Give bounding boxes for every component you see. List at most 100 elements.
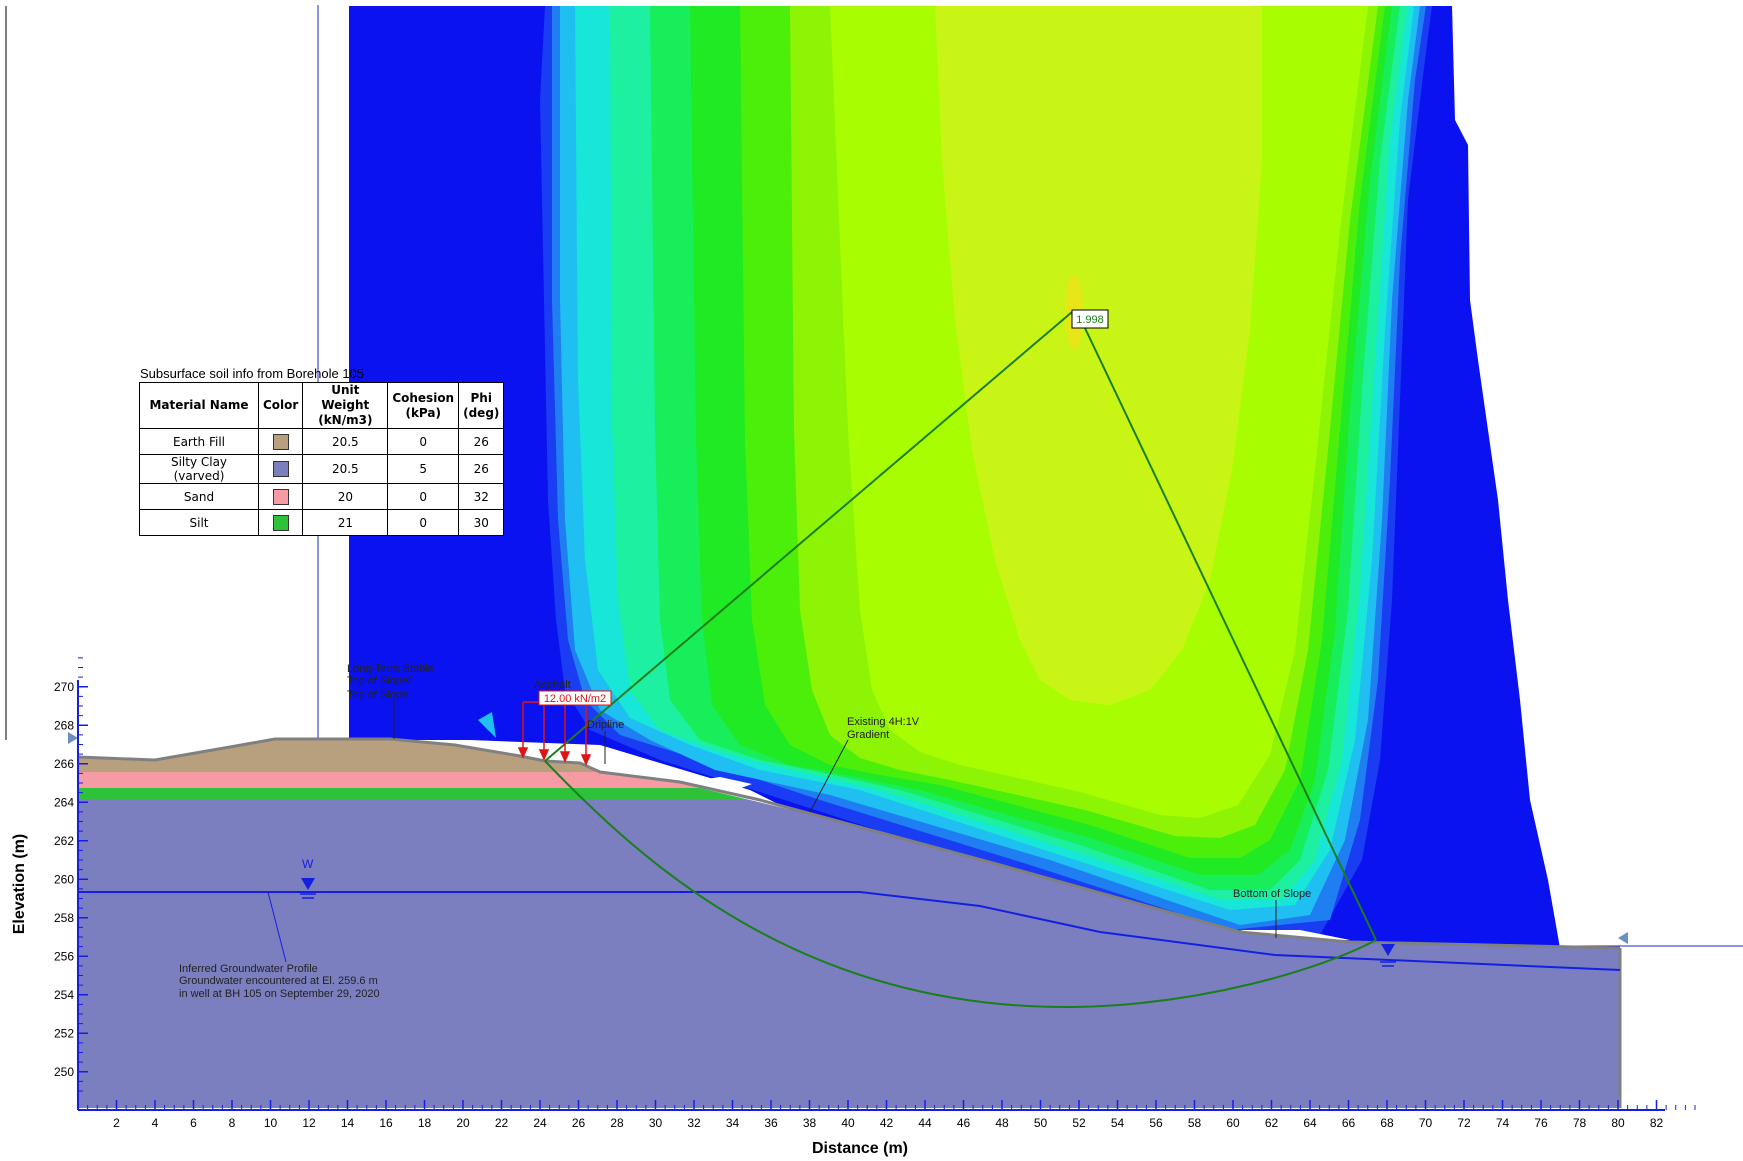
gap-crest-2 <box>608 757 644 772</box>
x-tick-label: 48 <box>995 1116 1009 1130</box>
y-tick-label: 260 <box>54 872 74 886</box>
y-tick-label: 270 <box>54 680 74 694</box>
phi-cell: 26 <box>459 455 504 484</box>
col-header-color: Color <box>259 383 303 429</box>
x-tick-label: 50 <box>1034 1116 1048 1130</box>
color-swatch-cell <box>259 484 303 510</box>
phi-cell: 32 <box>459 484 504 510</box>
x-tick-label: 22 <box>495 1116 509 1130</box>
x-tick-label: 2 <box>113 1116 120 1130</box>
color-swatch <box>273 515 289 531</box>
groundwater-label-2: Groundwater encountered at El. 259.6 m <box>179 975 378 987</box>
color-swatch-cell <box>259 455 303 484</box>
y-tick-label: 258 <box>54 911 74 925</box>
x-tick-label: 12 <box>302 1116 316 1130</box>
x-tick-label: 8 <box>229 1116 236 1130</box>
x-tick-label: 30 <box>649 1116 663 1130</box>
x-tick-label: 78 <box>1573 1116 1587 1130</box>
color-swatch <box>273 489 289 505</box>
x-tick-label: 14 <box>341 1116 355 1130</box>
x-tick-label: 66 <box>1342 1116 1356 1130</box>
cohesion-cell: 0 <box>388 510 459 536</box>
material-name-cell: Silty Clay (varved) <box>140 455 259 484</box>
x-tick-label: 40 <box>841 1116 855 1130</box>
color-swatch <box>273 434 289 450</box>
x-tick-label: 44 <box>918 1116 932 1130</box>
cohesion-cell: 0 <box>388 429 459 455</box>
x-tick-label: 54 <box>1111 1116 1125 1130</box>
top-of-slope-label-2: Top of Slope/ <box>347 675 412 687</box>
material-name-cell: Silt <box>140 510 259 536</box>
x-tick-label: 82 <box>1650 1116 1664 1130</box>
material-name-cell: Sand <box>140 484 259 510</box>
x-tick-label: 74 <box>1496 1116 1510 1130</box>
color-swatch-cell <box>259 510 303 536</box>
x-tick-label: 64 <box>1303 1116 1317 1130</box>
y-tick-label: 262 <box>54 834 74 848</box>
materials-table: Material Name Color Unit Weight (kN/m3) … <box>139 382 504 536</box>
table-row: Earth Fill 20.5 0 26 <box>140 429 504 455</box>
load-label: 12.00 kN/m2 <box>544 693 606 705</box>
y-tick-label: 256 <box>54 949 74 963</box>
table-row: Silty Clay (varved) 20.5 5 26 <box>140 455 504 484</box>
x-tick-label: 72 <box>1457 1116 1471 1130</box>
col-header-material: Material Name <box>140 383 259 429</box>
col-header-cohesion: Cohesion (kPa) <box>388 383 459 429</box>
x-tick-label: 60 <box>1226 1116 1240 1130</box>
unit-weight-cell: 21 <box>303 510 388 536</box>
x-tick-label: 46 <box>957 1116 971 1130</box>
col-header-unit-weight: Unit Weight (kN/m3) <box>303 383 388 429</box>
unit-weight-cell: 20 <box>303 484 388 510</box>
y-tick-label: 250 <box>54 1065 74 1079</box>
x-tick-label: 6 <box>190 1116 197 1130</box>
unit-weight-cell: 20.5 <box>303 429 388 455</box>
x-tick-label: 34 <box>726 1116 740 1130</box>
x-tick-label: 56 <box>1149 1116 1163 1130</box>
x-tick-label: 28 <box>610 1116 624 1130</box>
groundwater-label-3: in well at BH 105 on September 29, 2020 <box>179 988 380 1000</box>
y-tick-label: 266 <box>54 757 74 771</box>
top-of-slope-label-3: Top of Slope <box>347 689 408 701</box>
silt-layer <box>78 788 750 800</box>
cohesion-cell: 0 <box>388 484 459 510</box>
table-row: Silt 21 0 30 <box>140 510 504 536</box>
y-tick-label: 252 <box>54 1026 74 1040</box>
left-boundary-marker <box>68 732 78 744</box>
y-axis-label: Elevation (m) <box>11 834 28 934</box>
x-tick-label: 70 <box>1419 1116 1433 1130</box>
x-tick-label: 38 <box>803 1116 817 1130</box>
x-tick-label: 58 <box>1188 1116 1202 1130</box>
bottom-of-slope-label: Bottom of Slope <box>1233 888 1311 900</box>
phi-cell: 26 <box>459 429 504 455</box>
x-tick-label: 68 <box>1380 1116 1394 1130</box>
color-swatch <box>273 461 289 477</box>
x-tick-label: 26 <box>572 1116 586 1130</box>
y-tick-label: 268 <box>54 718 74 732</box>
x-tick-label: 18 <box>418 1116 432 1130</box>
gradient-label-1: Existing 4H:1V <box>847 716 920 728</box>
x-tick-label: 10 <box>264 1116 278 1130</box>
y-tick-label: 254 <box>54 988 74 1002</box>
x-tick-label: 16 <box>379 1116 393 1130</box>
col-header-phi: Phi (deg) <box>459 383 504 429</box>
x-axis-label: Distance (m) <box>812 1140 908 1157</box>
groundwater-label-1: Inferred Groundwater Profile <box>179 963 318 975</box>
cohesion-cell: 5 <box>388 455 459 484</box>
y-tick-label: 264 <box>54 795 74 809</box>
asphalt-label: Asphalt <box>534 679 571 691</box>
x-tick-label: 32 <box>687 1116 701 1130</box>
x-tick-label: 52 <box>1072 1116 1086 1130</box>
sand-layer <box>78 772 700 788</box>
x-tick-label: 20 <box>456 1116 470 1130</box>
gradient-label-2: Gradient <box>847 729 889 741</box>
table-header-row: Material Name Color Unit Weight (kN/m3) … <box>140 383 504 429</box>
x-tick-label: 80 <box>1611 1116 1625 1130</box>
top-of-slope-label-1: Long-Term Stable <box>347 663 434 675</box>
table-row: Sand 20 0 32 <box>140 484 504 510</box>
fs-label: 1.998 <box>1076 314 1104 326</box>
color-swatch-cell <box>259 429 303 455</box>
water-marker-label: W <box>302 857 314 871</box>
legend-title: Subsurface soil info from Borehole 105 <box>140 366 364 381</box>
x-tick-label: 62 <box>1265 1116 1279 1130</box>
